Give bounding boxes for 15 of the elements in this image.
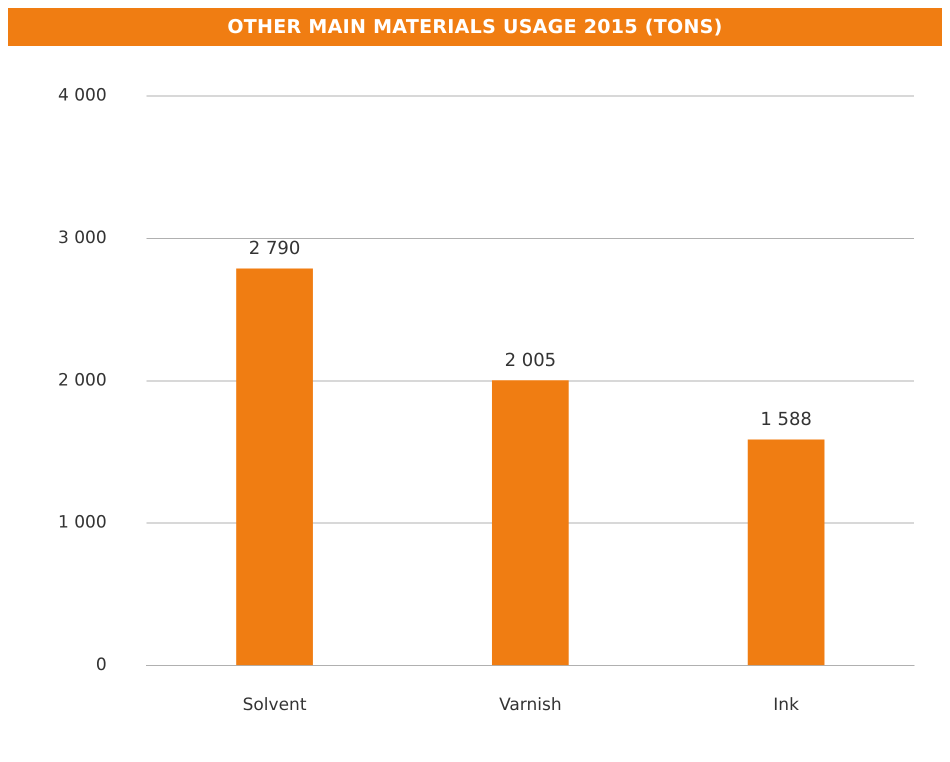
- y-tick-label: 3 000: [58, 228, 107, 248]
- data-label: 1 588: [760, 409, 812, 430]
- data-label: 2 005: [504, 350, 556, 371]
- bar: [492, 380, 569, 666]
- data-label: 2 790: [248, 238, 300, 260]
- chart-title: OTHER MAIN MATERIALS USAGE 2015 (TONS): [8, 8, 942, 46]
- bar: [236, 268, 313, 666]
- y-tick-label: 0: [96, 655, 107, 676]
- x-tick-label: Varnish: [499, 695, 562, 716]
- x-tick-label: Solvent: [242, 695, 307, 716]
- x-tick-label: Ink: [773, 695, 800, 716]
- y-tick-label: 4 000: [58, 86, 107, 106]
- bar: [748, 440, 824, 666]
- y-tick-label: 1 000: [58, 512, 107, 533]
- y-tick-label: 2 000: [58, 370, 107, 390]
